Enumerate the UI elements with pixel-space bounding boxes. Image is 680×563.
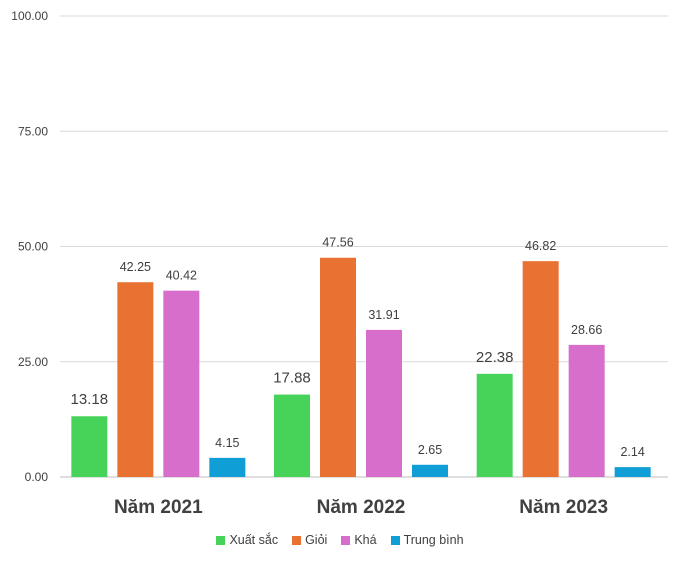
data-label: 42.25: [120, 260, 151, 274]
legend: Xuất sắc Giỏi Khá Trung bình: [0, 533, 680, 547]
bar: [209, 457, 246, 477]
y-tick-label: 100.00: [11, 9, 48, 23]
x-tick-label: Năm 2021: [114, 497, 203, 518]
legend-item: Xuất sắc: [216, 533, 278, 547]
data-label: 13.18: [71, 391, 109, 408]
legend-label: Khá: [354, 533, 377, 547]
legend-swatch: [341, 535, 351, 545]
bar: [71, 416, 108, 477]
data-label: 2.65: [418, 443, 442, 457]
data-label: 28.66: [571, 323, 602, 337]
y-tick-label: 75.00: [18, 124, 48, 138]
data-label: 46.82: [525, 239, 556, 253]
bar: [412, 464, 448, 477]
data-label: 31.91: [368, 308, 399, 322]
bar: [614, 467, 651, 477]
legend-label: Xuất sắc: [229, 533, 279, 547]
data-label: 2.14: [620, 445, 644, 459]
bar: [366, 329, 402, 477]
bar: [274, 394, 310, 477]
legend-swatch: [390, 535, 400, 545]
bar: [117, 282, 154, 477]
data-label: 40.42: [166, 269, 197, 283]
data-label: 17.88: [273, 370, 311, 387]
y-tick-label: 0.00: [25, 470, 49, 484]
data-label: 47.56: [322, 236, 353, 250]
bar: [522, 261, 559, 477]
legend-label: Trung bình: [403, 533, 464, 547]
legend-label: Giỏi: [305, 533, 328, 547]
legend-item: Trung bình: [390, 533, 464, 547]
legend-item: Khá: [341, 533, 377, 547]
x-tick-label: Năm 2023: [519, 497, 608, 518]
data-label: 4.15: [215, 436, 239, 450]
y-tick-label: 50.00: [18, 240, 48, 254]
bar: [320, 257, 356, 477]
y-tick-label: 25.00: [18, 355, 48, 369]
bar: [476, 373, 513, 477]
legend-item: Giỏi: [292, 533, 327, 547]
legend-swatch: [292, 535, 302, 545]
bar: [568, 344, 605, 477]
x-tick-label: Năm 2022: [317, 497, 406, 518]
bar: [163, 290, 200, 477]
legend-swatch: [216, 535, 226, 545]
data-label: 22.38: [476, 349, 514, 366]
